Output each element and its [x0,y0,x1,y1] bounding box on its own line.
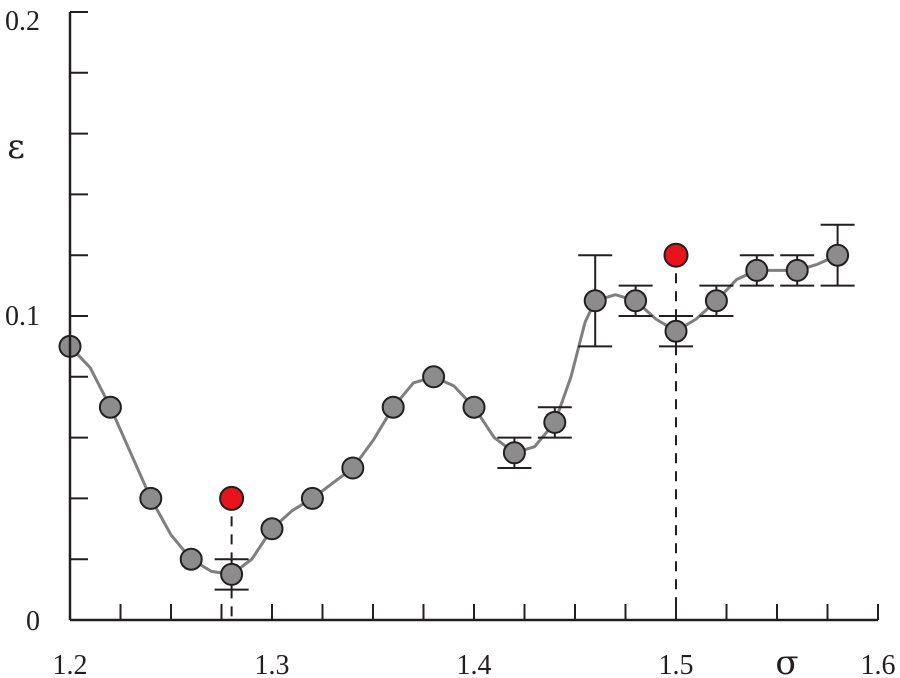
y-axis-label: ε [7,127,25,167]
x-tick-label: 1.3 [255,650,290,678]
highlight-point [663,242,689,268]
data-point [826,243,850,267]
guide-lines [230,255,677,620]
data-point [179,547,203,571]
x-axis-label: σ [775,643,798,678]
data-point [745,258,769,282]
data-point [543,410,567,434]
data-point [139,486,163,510]
fit-curve-layer [68,253,839,576]
data-point [583,289,607,313]
data-point [98,395,122,419]
data-point [462,395,486,419]
data-point [341,456,365,480]
data-point [502,441,526,465]
data-point [785,258,809,282]
y-tick-label: 0.2 [5,6,40,37]
y-tick-label: 0.1 [5,301,40,332]
data-point [422,365,446,389]
data-point [381,395,405,419]
data-point [220,562,244,586]
highlight-point [219,485,245,511]
x-tick-label: 1.4 [457,650,492,678]
data-point [624,289,648,313]
data-point [664,319,688,343]
data-points [58,243,850,586]
axes-frame [68,12,878,622]
x-tick-label: 1.6 [861,650,896,678]
fit-curve [68,253,839,576]
data-point [300,486,324,510]
data-point [260,517,284,541]
x-tick-label: 1.2 [53,650,88,678]
minor-ticks [69,11,879,621]
y-tick-label: 0 [26,606,40,637]
highlight-points [219,242,689,511]
data-point [704,289,728,313]
x-tick-label: 1.5 [659,650,694,678]
tick-labels: 1.2 1.3 1.4 1.5 1.6 0 0.1 0.2 [5,6,896,678]
